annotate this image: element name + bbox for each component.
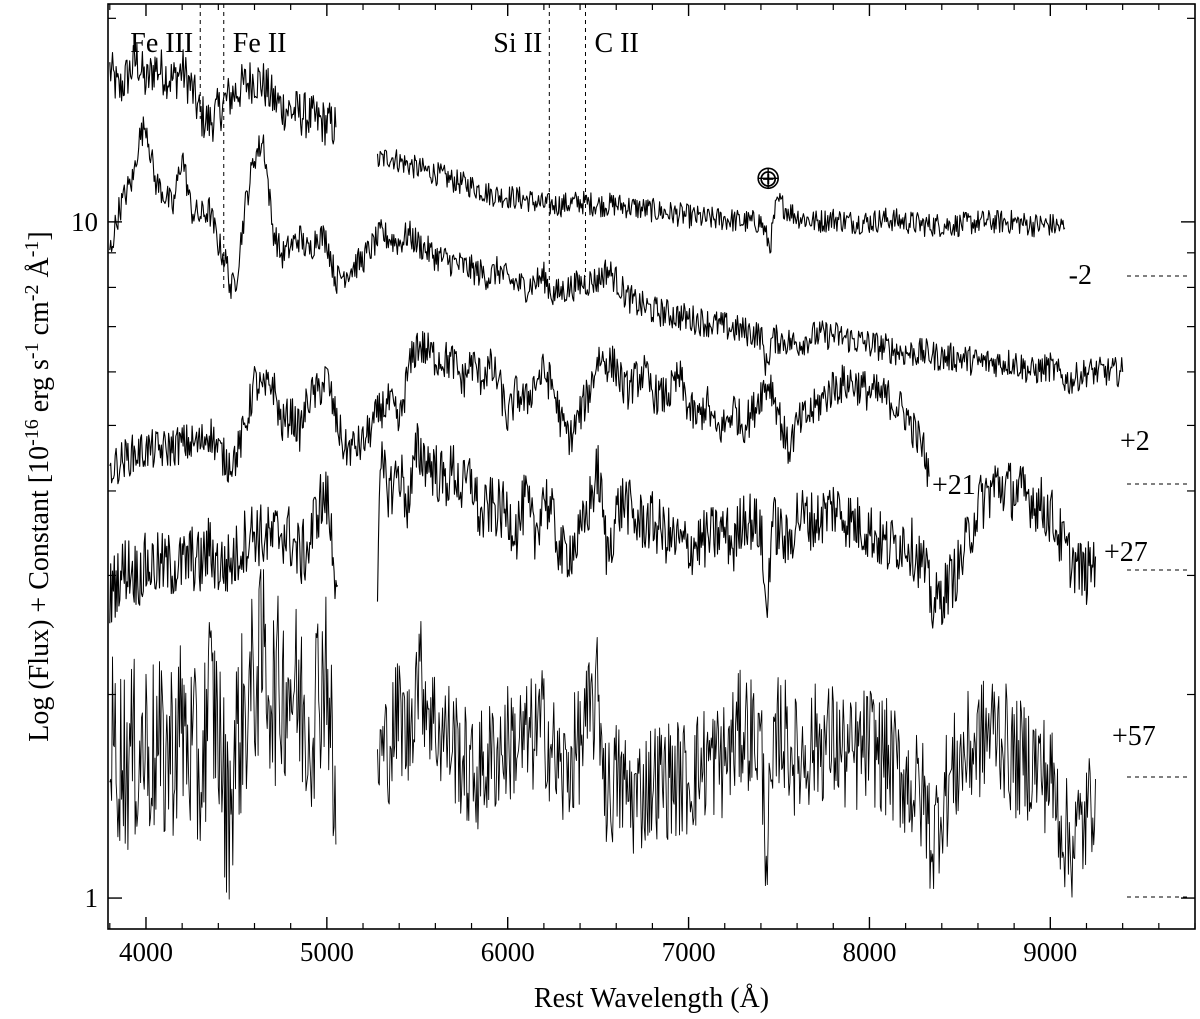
epoch-label: +2 — [1120, 426, 1150, 457]
spectrum-line — [377, 620, 1096, 898]
y-tick-label: 1 — [85, 883, 99, 913]
x-tick-label: 4000 — [119, 937, 173, 967]
line-id-label: C II — [594, 28, 638, 59]
epoch-labels: -2 +2 +21 +27 +57 — [932, 260, 1190, 898]
spectrum-line — [109, 568, 337, 900]
spectrum-line — [109, 116, 1124, 395]
spectrum-line — [109, 471, 339, 624]
x-tick-label: 7000 — [662, 937, 716, 967]
x-axis-title: Rest Wavelength (Å) — [534, 983, 769, 1014]
spectrum-line — [109, 330, 930, 488]
x-tick-label: 8000 — [842, 937, 896, 967]
spectrum-line — [109, 43, 337, 146]
epoch-label: +57 — [1112, 721, 1156, 752]
x-tick-label: 5000 — [300, 937, 354, 967]
spectrum-line — [376, 423, 1097, 629]
line-id-label: Si II — [493, 28, 542, 59]
telluric-earth-marker: ⊕ — [757, 164, 779, 192]
epoch-label: +21 — [932, 470, 976, 501]
y-tick-label: 10 — [71, 207, 98, 237]
line-id-label: Fe III — [130, 28, 193, 59]
x-tick-label: 6000 — [481, 937, 535, 967]
spectra-curves — [109, 43, 1124, 900]
line-id-label: Fe II — [233, 28, 287, 59]
plot-frame — [107, 3, 1196, 930]
epoch-label: +27 — [1104, 537, 1148, 568]
spectrum-line — [376, 149, 1066, 254]
epoch-label: -2 — [1069, 260, 1092, 291]
y-axis-title: Log (Flux) + Constant [10-16 erg s-1 cm-… — [21, 231, 55, 741]
line-identifications: Fe III Fe II Si II C II — [130, 4, 639, 292]
axis-ticks: 4000 5000 6000 7000 8000 9000 1 10 — [71, 4, 1196, 967]
x-tick-label: 9000 — [1023, 937, 1077, 967]
